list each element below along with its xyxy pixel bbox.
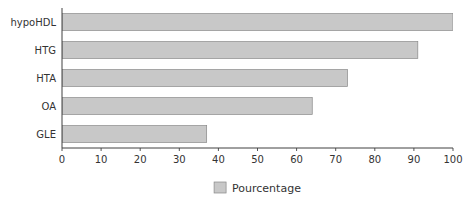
x-tick-label: 60 [290, 154, 303, 165]
bar [62, 70, 347, 87]
y-tick-label: hypoHDL [10, 17, 56, 28]
chart: 0 10 20 30 40 50 60 70 80 90 100 hypoHDL HTG HTA OA GLE… [0, 0, 469, 204]
y-tick-label: HTA [36, 73, 56, 84]
chart-container: 0 10 20 30 40 50 60 70 80 90 100 hypoHDL HTG HTA OA GLE… [0, 0, 469, 204]
bars [62, 14, 453, 143]
x-tick-label: 10 [95, 154, 108, 165]
y-tick-label: OA [41, 101, 56, 112]
x-tick-label: 70 [329, 154, 342, 165]
x-tick-label: 30 [173, 154, 186, 165]
x-axis [62, 148, 453, 149]
legend-swatch [214, 182, 226, 193]
x-tick-label: 40 [212, 154, 225, 165]
bar [62, 98, 312, 115]
x-tick-label: 50 [251, 154, 264, 165]
bar [62, 42, 418, 59]
y-tick-label: HTG [35, 45, 56, 56]
legend: Pourcentage [214, 182, 301, 195]
x-tick-label: 100 [443, 154, 462, 165]
x-tick-label: 80 [368, 154, 381, 165]
x-tick-label: 20 [134, 154, 147, 165]
y-tick-label: GLE [36, 129, 56, 140]
x-tick-label: 90 [408, 154, 421, 165]
y-axis [62, 8, 63, 148]
bar [62, 126, 207, 143]
legend-label: Pourcentage [232, 182, 301, 195]
bar [62, 14, 453, 31]
x-tick-label: 0 [59, 154, 65, 165]
